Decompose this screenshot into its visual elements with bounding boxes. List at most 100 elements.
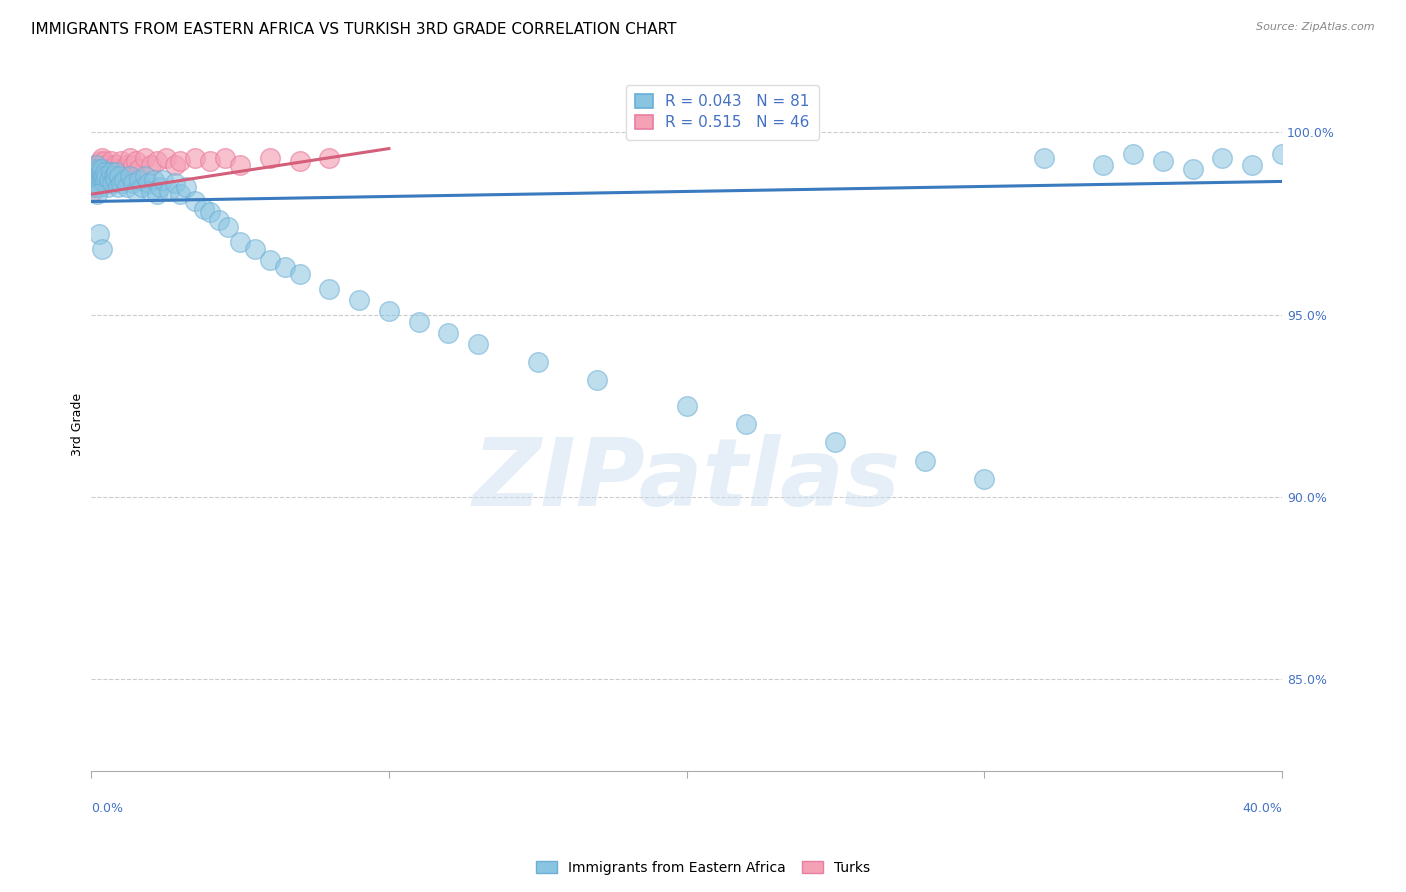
Point: [128, 161, 150, 176]
Point: [125, 154, 148, 169]
Point: [118, 151, 141, 165]
Point: [121, 176, 143, 190]
Point: [83, 169, 105, 183]
Point: [93, 176, 115, 190]
Point: [378, 304, 401, 318]
Point: [217, 220, 239, 235]
Point: [89, 227, 111, 242]
Point: [115, 158, 138, 172]
Point: [87, 169, 110, 183]
Point: [108, 169, 131, 183]
Point: [91, 161, 114, 176]
Point: [89, 161, 111, 176]
Point: [467, 336, 489, 351]
Point: [82, 169, 104, 183]
Point: [288, 268, 311, 282]
Point: [675, 399, 697, 413]
Point: [84, 158, 107, 172]
Point: [83, 180, 105, 194]
Point: [1211, 151, 1233, 165]
Point: [169, 154, 191, 169]
Point: [437, 326, 460, 340]
Point: [100, 165, 122, 179]
Point: [229, 158, 252, 172]
Point: [91, 151, 114, 165]
Point: [1181, 161, 1204, 176]
Point: [134, 151, 156, 165]
Point: [128, 172, 150, 186]
Point: [193, 202, 215, 216]
Text: Source: ZipAtlas.com: Source: ZipAtlas.com: [1257, 22, 1375, 32]
Point: [139, 158, 162, 172]
Point: [318, 151, 340, 165]
Point: [84, 165, 107, 179]
Text: ZIPatlas: ZIPatlas: [472, 434, 901, 525]
Point: [89, 154, 111, 169]
Point: [1032, 151, 1054, 165]
Point: [87, 169, 110, 183]
Point: [163, 176, 186, 190]
Point: [208, 212, 231, 227]
Point: [94, 169, 117, 183]
Point: [259, 252, 281, 267]
Point: [214, 151, 236, 165]
Point: [91, 169, 114, 183]
Point: [101, 161, 124, 176]
Point: [90, 172, 112, 186]
Point: [200, 205, 222, 219]
Point: [152, 172, 174, 186]
Point: [83, 180, 105, 194]
Legend: Immigrants from Eastern Africa, Turks: Immigrants from Eastern Africa, Turks: [530, 855, 876, 880]
Point: [86, 187, 108, 202]
Point: [98, 161, 121, 176]
Point: [157, 184, 180, 198]
Point: [101, 176, 124, 190]
Point: [1271, 147, 1294, 161]
Point: [163, 158, 186, 172]
Point: [134, 169, 156, 183]
Point: [408, 315, 430, 329]
Point: [86, 172, 108, 186]
Point: [184, 151, 207, 165]
Point: [973, 472, 995, 486]
Point: [90, 158, 112, 172]
Point: [96, 158, 118, 172]
Point: [142, 172, 165, 186]
Point: [259, 151, 281, 165]
Point: [94, 172, 117, 186]
Point: [155, 151, 177, 165]
Point: [83, 176, 105, 190]
Point: [93, 165, 115, 179]
Point: [107, 161, 129, 176]
Point: [87, 158, 110, 172]
Point: [136, 176, 159, 190]
Point: [121, 158, 143, 172]
Point: [145, 187, 167, 202]
Legend: R = 0.043   N = 81, R = 0.515   N = 46: R = 0.043 N = 81, R = 0.515 N = 46: [626, 85, 818, 140]
Point: [824, 435, 846, 450]
Point: [112, 161, 135, 176]
Point: [93, 154, 115, 169]
Point: [104, 158, 127, 172]
Point: [176, 180, 198, 194]
Point: [200, 154, 222, 169]
Point: [169, 187, 191, 202]
Point: [145, 154, 167, 169]
Text: IMMIGRANTS FROM EASTERN AFRICA VS TURKISH 3RD GRADE CORRELATION CHART: IMMIGRANTS FROM EASTERN AFRICA VS TURKIS…: [31, 22, 676, 37]
Point: [98, 172, 121, 186]
Point: [526, 355, 548, 369]
Point: [914, 453, 936, 467]
Point: [90, 165, 112, 179]
Point: [149, 180, 172, 194]
Point: [110, 154, 132, 169]
Point: [86, 165, 108, 179]
Point: [273, 260, 295, 275]
Point: [1122, 147, 1144, 161]
Point: [84, 161, 107, 176]
Point: [96, 180, 118, 194]
Point: [586, 373, 609, 387]
Point: [91, 161, 114, 176]
Point: [243, 242, 266, 256]
Point: [347, 293, 370, 307]
Point: [184, 194, 207, 209]
